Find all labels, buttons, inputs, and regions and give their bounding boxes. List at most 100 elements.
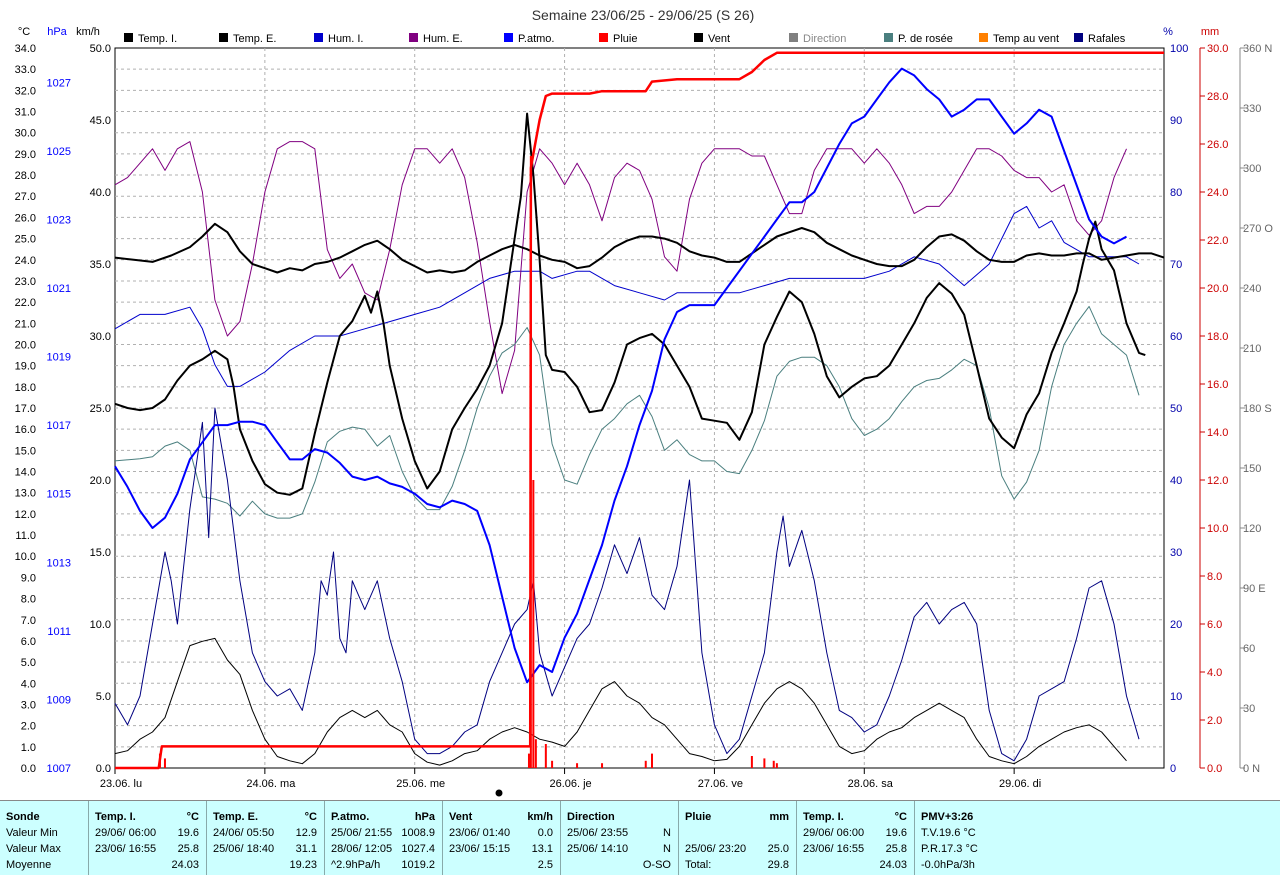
summary-row: 25/06/ 23:20 25.0 [679, 841, 797, 857]
tick-label-wind: 20.0 [90, 475, 111, 487]
summary-cell-label: Temp. I. [803, 811, 844, 823]
summary-cell-label: -0.0hPa/3h [921, 859, 975, 871]
tick-label-wind: 10.0 [90, 619, 111, 631]
legend-label: Rafales [1088, 33, 1126, 45]
summary-column: Temp. E. °C 24/06/ 05:50 12.9 25/06/ 18:40 31… [206, 801, 325, 875]
tick-label-pressure: 1009 [47, 694, 71, 706]
series-temp-i [114, 222, 1165, 274]
tick-label-humidity: 70 [1170, 259, 1182, 271]
summary-header: Temp. E. °C [207, 809, 325, 825]
tick-label-direction: 90 E [1243, 583, 1266, 595]
summary-cell-label: 24/06/ 05:50 [213, 827, 275, 839]
summary-cell-label: Temp. E. [213, 811, 259, 823]
tick-label-temperature: 5.0 [21, 657, 36, 669]
chart-title: Semaine 23/06/25 - 29/06/25 (S 26) [532, 7, 755, 23]
tick-label-humidity: 0 [1170, 763, 1176, 775]
tick-label-temperature: 1.0 [21, 742, 36, 754]
series-layer [114, 51, 1165, 770]
tick-label-temperature: 8.0 [21, 594, 36, 606]
tick-label-temperature: 16.0 [15, 424, 36, 436]
tick-label-pressure: 1027 [47, 77, 71, 89]
tick-label-humidity: 50 [1170, 403, 1182, 415]
summary-cell-label: ^2.9hPa/h [331, 859, 381, 871]
tick-label-temperature: 15.0 [15, 445, 36, 457]
tick-label-direction: 0 N [1243, 763, 1260, 775]
tick-label-temperature: 10.0 [15, 551, 36, 563]
tick-label-temperature: 14.0 [15, 467, 36, 479]
tick-label-rain: 26.0 [1207, 139, 1228, 151]
tick-label-direction: 60 [1243, 643, 1255, 655]
tick-label-pressure: 1017 [47, 420, 71, 432]
weather-chart: Semaine 23/06/25 - 29/06/25 (S 26) °C hPa… [15, 7, 1273, 798]
summary-cell-label: T.V.19.6 °C [921, 827, 976, 839]
summary-cell-label: Direction [567, 811, 615, 823]
summary-row: ^2.9hPa/h 1019.2 [325, 857, 443, 873]
tick-label-x: 24.06. ma [246, 778, 296, 790]
tick-label-x: 25.06. me [396, 778, 445, 790]
tick-label-pressure: 1019 [47, 352, 71, 364]
tick-label-direction: 300 [1243, 163, 1261, 175]
summary-cell-value: 24.03 [171, 859, 199, 871]
summary-row: Total: 29.8 [679, 857, 797, 873]
summary-cell-label: 25/06/ 23:55 [567, 827, 629, 839]
tick-label-humidity: 20 [1170, 619, 1182, 631]
summary-cell-value: N [663, 827, 671, 839]
tick-label-direction: 210 [1243, 343, 1261, 355]
summary-cell-label: Sonde [6, 811, 40, 823]
tick-label-rain: 0.0 [1207, 763, 1222, 775]
legend-swatch [1074, 33, 1083, 42]
summary-cell-label: Moyenne [6, 859, 52, 871]
tick-label-temperature: 6.0 [21, 636, 36, 648]
summary-row: -0.0hPa/3h [915, 857, 1035, 873]
series-temp-e [114, 112, 1146, 496]
summary-cell-value: 19.6 [177, 827, 199, 839]
summary-table: Sonde Valeur Min Valeur Max Moyenne Temp. I.… [0, 800, 1280, 875]
tick-label-humidity: 80 [1170, 187, 1182, 199]
tick-label-temperature: 31.0 [15, 107, 36, 119]
summary-cell-value: 31.1 [295, 843, 317, 855]
summary-cell-value: °C [304, 811, 317, 823]
tick-label-rain: 20.0 [1207, 283, 1228, 295]
summary-row [679, 825, 797, 841]
right-axes: % mm 0 10 20 30 40 50 60 70 80 90 100 0.0 2.0 4.0 6.0 8.0… [1163, 26, 1273, 775]
summary-row: 23/06/ 16:55 25.8 [797, 841, 915, 857]
summary-column: Direction 25/06/ 23:55 N 25/06/ 14:10 N O-SO [560, 801, 679, 875]
tick-label-humidity: 10 [1170, 691, 1182, 703]
summary-row: P.R.17.3 °C [915, 841, 1035, 857]
axis-unit-temperature: °C [18, 26, 30, 38]
tick-label-wind: 50.0 [90, 43, 111, 55]
summary-column: P.atmo. hPa 25/06/ 21:55 1008.9 28/06/ 12:05… [324, 801, 443, 875]
tick-label-direction: 120 [1243, 523, 1261, 535]
summary-header: Temp. I. °C [89, 809, 207, 825]
summary-cell-value: 12.9 [295, 827, 317, 839]
tick-label-temperature: 27.0 [15, 191, 36, 203]
summary-cell-value: 24.03 [879, 859, 907, 871]
summary-row: T.V.19.6 °C [915, 825, 1035, 841]
tick-label-temperature: 12.0 [15, 509, 36, 521]
summary-cell-value: 19.6 [885, 827, 907, 839]
summary-cell-value: 19.23 [289, 859, 317, 871]
summary-column: Temp. I. °C 29/06/ 06:00 19.6 23/06/ 16:55 25… [796, 801, 915, 875]
summary-column: Pluie mm 25/06/ 23:20 25.0 Total: 29.8 [678, 801, 797, 875]
legend-swatch [979, 33, 988, 42]
tick-label-x: 28.06. sa [848, 778, 894, 790]
now-marker-icon [494, 788, 504, 798]
summary-row: 24.03 [797, 857, 915, 873]
tick-label-temperature: 28.0 [15, 170, 36, 182]
left-axes: °C hPa km/h 0.0 1.0 2.0 3.0 4.0 5.0 6.0 7.0 8.0 9.0 1… [15, 26, 111, 775]
tick-label-x: 29.06. di [999, 778, 1041, 790]
summary-header: Sonde [0, 809, 88, 825]
summary-row: Valeur Max [0, 841, 88, 857]
series-p-atmo [114, 67, 1127, 684]
summary-row: 24.03 [89, 857, 207, 873]
summary-row: Valeur Min [0, 825, 88, 841]
summary-header: PMV+3:26 [915, 809, 1035, 825]
summary-cell-label: 23/06/ 16:55 [803, 843, 865, 855]
summary-column: Sonde Valeur Min Valeur Max Moyenne [0, 801, 88, 875]
series-rafales [114, 407, 1140, 762]
summary-cell-value: 29.8 [767, 859, 789, 871]
summary-cell-value: 2.5 [537, 859, 553, 871]
summary-row: 25/06/ 21:55 1008.9 [325, 825, 443, 841]
tick-label-rain: 6.0 [1207, 619, 1222, 631]
summary-header: Temp. I. °C [797, 809, 915, 825]
